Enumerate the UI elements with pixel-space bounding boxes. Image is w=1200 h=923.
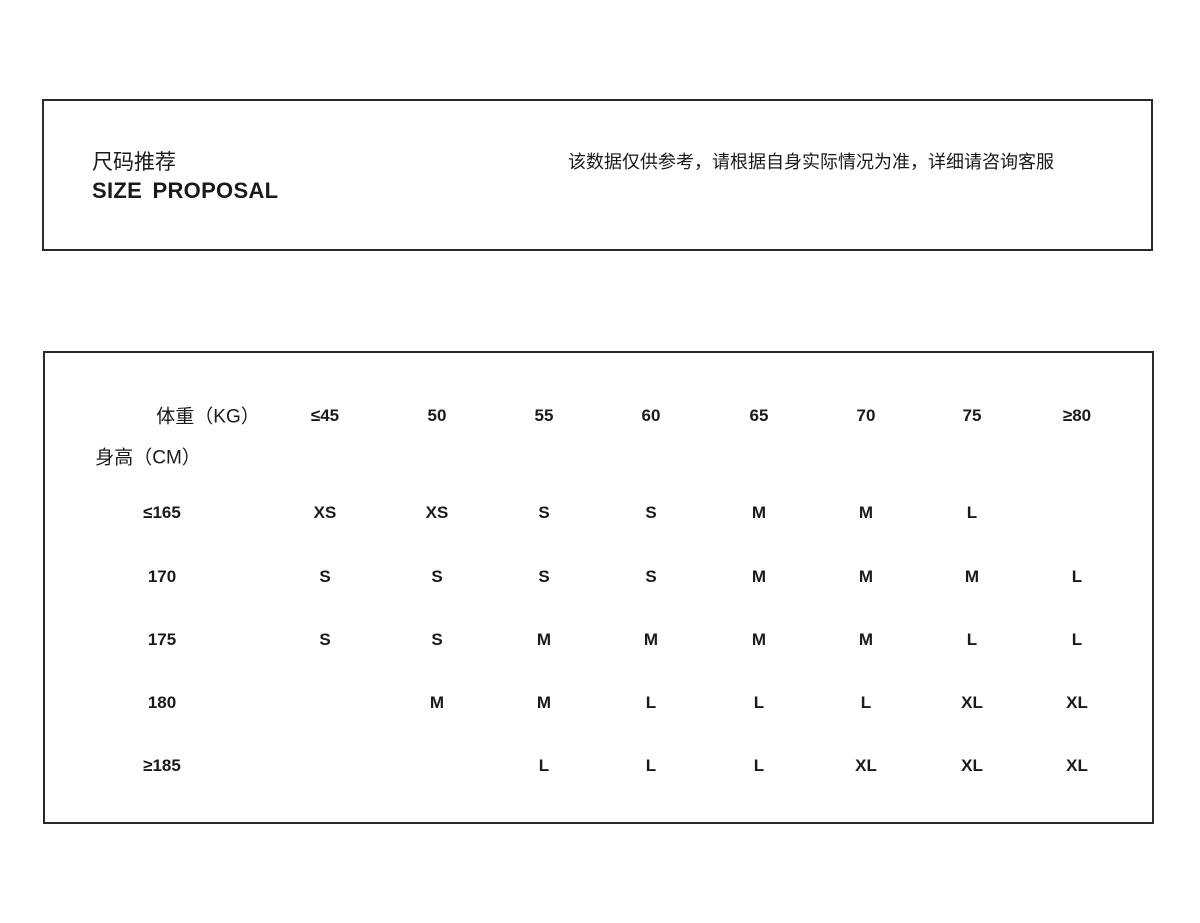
size-cell: S [645, 567, 657, 586]
height-row-header: 175 [147, 630, 177, 649]
size-cell: S [538, 503, 550, 522]
title-english: SIZE PROPOSAL [92, 178, 279, 203]
weight-axis-label: 体重（KG） [156, 406, 260, 428]
size-cell: M [858, 630, 874, 649]
size-cell: S [319, 567, 331, 586]
size-cell: L [645, 693, 657, 712]
height-row-header: 180 [147, 693, 177, 712]
size-cell: M [964, 567, 980, 586]
size-cell: L [753, 756, 765, 775]
size-cell: S [431, 630, 443, 649]
size-cell: XS [313, 503, 337, 522]
size-cell: M [751, 567, 767, 586]
size-cell: M [536, 630, 552, 649]
size-cell: S [645, 503, 657, 522]
size-cell: L [1071, 630, 1083, 649]
size-cell: XL [961, 693, 983, 712]
size-cell: M [751, 503, 767, 522]
size-cell: XL [1066, 756, 1088, 775]
size-cell: M [751, 630, 767, 649]
height-axis-label: 身高（CM） [95, 447, 201, 469]
height-row-header: ≤165 [143, 503, 181, 522]
size-cell: S [319, 630, 331, 649]
weight-column-header: 75 [962, 406, 982, 425]
weight-column-header: 50 [427, 406, 447, 425]
weight-column-header: ≥80 [1062, 406, 1092, 425]
size-cell: XL [855, 756, 877, 775]
size-cell: XL [961, 756, 983, 775]
size-cell: M [858, 567, 874, 586]
size-cell: L [966, 630, 978, 649]
size-cell: S [538, 567, 550, 586]
size-cell: L [753, 693, 765, 712]
weight-column-header: ≤45 [310, 406, 340, 425]
size-cell: L [860, 693, 872, 712]
size-proposal-header [42, 99, 1153, 251]
size-cell: L [966, 503, 978, 522]
disclaimer-note: 该数据仅供参考，请根据自身实际情况为准，详细请咨询客服 [568, 152, 1054, 172]
size-cell: L [645, 756, 657, 775]
size-cell: M [858, 503, 874, 522]
weight-column-header: 55 [534, 406, 554, 425]
weight-column-header: 65 [749, 406, 769, 425]
size-cell: XL [1066, 693, 1088, 712]
size-cell: XS [425, 503, 449, 522]
size-cell: L [538, 756, 550, 775]
size-cell: S [431, 567, 443, 586]
size-table [43, 351, 1154, 824]
height-row-header: ≥185 [143, 756, 181, 775]
size-cell: M [536, 693, 552, 712]
weight-column-header: 70 [856, 406, 876, 425]
size-cell: M [429, 693, 445, 712]
height-row-header: 170 [147, 567, 177, 586]
weight-column-header: 60 [641, 406, 661, 425]
size-cell: L [1071, 567, 1083, 586]
title-chinese: 尺码推荐 [92, 151, 176, 174]
size-cell: M [643, 630, 659, 649]
